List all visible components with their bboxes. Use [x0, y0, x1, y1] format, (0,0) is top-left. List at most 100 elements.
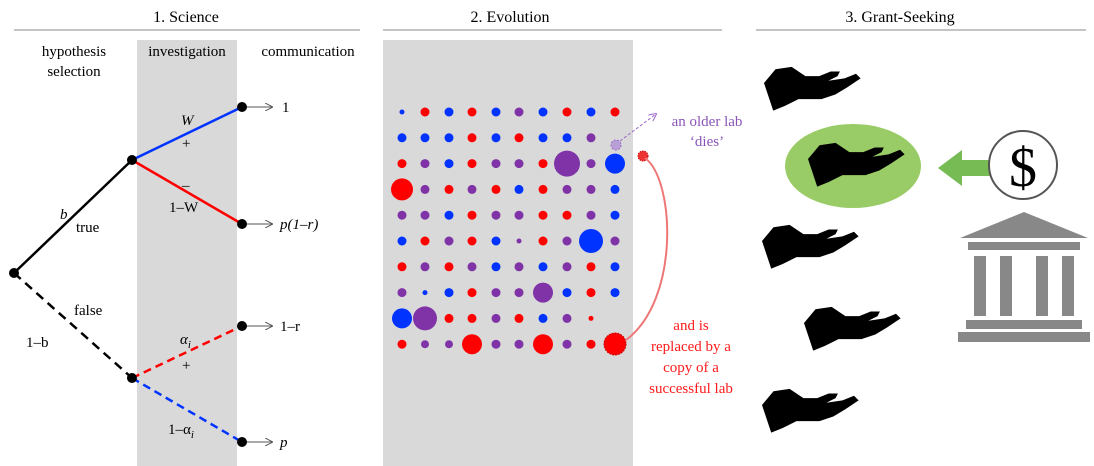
lab-dot	[491, 288, 501, 298]
lab-dot	[491, 107, 501, 117]
lab-dot	[397, 159, 407, 169]
lab-dot	[610, 262, 620, 272]
label-minus: –	[181, 178, 190, 194]
label-1-alpha: 1–αi	[168, 422, 194, 441]
lab-dot	[467, 288, 477, 298]
lab-dot	[562, 236, 572, 246]
true-node	[127, 155, 137, 165]
outcome-3: 1–r	[280, 319, 300, 335]
lab-dot	[516, 238, 522, 244]
lab-dot	[420, 133, 430, 143]
replaced-line3: copy of a	[663, 360, 719, 376]
hypothesis-label: hypothesis	[42, 44, 106, 60]
lab-dot	[538, 313, 548, 323]
lab-dot	[514, 210, 524, 220]
lab-dot	[397, 236, 407, 246]
lab-dot	[562, 107, 572, 117]
lab-dot	[397, 288, 407, 298]
outcome-4: p	[279, 435, 288, 451]
replace-arrow	[625, 157, 669, 341]
dies-label-line2: ‘dies’	[690, 134, 724, 150]
lab-dot	[397, 339, 407, 349]
lab-dot	[491, 236, 501, 246]
replaced-line2: replaced by a	[651, 339, 731, 355]
lab-dot	[420, 184, 430, 194]
lab-dot	[491, 339, 501, 349]
lab-dot	[444, 184, 454, 194]
applicant-hand-4	[804, 306, 901, 351]
lab-dot	[533, 334, 553, 355]
lab-dot	[586, 107, 596, 117]
label-true: true	[76, 220, 100, 236]
root-node	[9, 268, 19, 278]
dollar-coin	[988, 130, 1058, 200]
lab-dot	[420, 159, 430, 169]
lab-dot	[562, 288, 572, 298]
replaced-line1: and is	[673, 318, 709, 334]
lab-dot	[610, 210, 620, 220]
edge-true	[13, 159, 133, 274]
lab-dot	[392, 308, 412, 329]
lab-dot	[586, 262, 596, 272]
dies-arrow	[619, 114, 656, 142]
label-plus-bottom: +	[182, 358, 190, 374]
lab-dot	[420, 262, 430, 272]
lab-dot	[444, 236, 454, 246]
lab-dot	[514, 339, 524, 349]
lab-dot	[420, 236, 430, 246]
label-alpha: αi	[180, 332, 191, 351]
lab-dot	[538, 184, 548, 194]
leaf-node-4	[237, 437, 247, 447]
lab-dot	[467, 159, 477, 169]
lab-dot	[491, 184, 501, 194]
lab-dot	[399, 109, 405, 115]
lab-dot	[538, 107, 548, 117]
lab-dot	[444, 210, 454, 220]
lab-dot	[444, 107, 454, 117]
lab-dot	[538, 210, 548, 220]
lab-dot	[467, 262, 477, 272]
lab-dot	[444, 133, 454, 143]
lab-dot	[514, 184, 524, 194]
lab-dot	[420, 210, 430, 220]
lab-dot	[588, 315, 594, 321]
edge-W	[131, 105, 243, 162]
lab-dot	[444, 288, 454, 298]
lab-dot	[586, 288, 596, 298]
lab-dot	[538, 159, 548, 169]
lab-dot	[610, 184, 620, 194]
lab-dot	[533, 282, 553, 303]
lab-dot	[586, 339, 596, 349]
edge-1-W	[131, 158, 243, 226]
dies-label-line1: an older lab	[672, 114, 743, 130]
applicant-hand-1	[764, 66, 861, 111]
lab-dot	[491, 133, 501, 143]
lab-dot	[491, 210, 501, 220]
lab-dot	[397, 262, 407, 272]
lab-dot	[391, 178, 413, 201]
replaced-line4: successful lab	[649, 381, 733, 397]
label-W: W	[181, 113, 195, 129]
lab-dot	[562, 210, 572, 220]
lab-dot	[462, 334, 482, 355]
leaf-node-2	[237, 219, 247, 229]
lab-dot	[562, 313, 572, 323]
lab-dot	[514, 313, 524, 323]
funding-arrow	[938, 150, 990, 186]
investigation-label: investigation	[148, 44, 226, 60]
label-1-W: 1–W	[169, 200, 199, 216]
lab-dot	[397, 210, 407, 220]
lab-dot	[467, 184, 477, 194]
lab-dot	[421, 340, 429, 349]
lab-dot	[444, 159, 454, 169]
lab-dot	[610, 236, 620, 246]
successful-lab	[603, 332, 627, 356]
lab-dot	[562, 184, 572, 194]
lab-dot	[467, 107, 477, 117]
lab-dot	[538, 236, 548, 246]
dollar-sign: $	[1009, 137, 1037, 199]
lab-dot	[586, 184, 596, 194]
panel-title-science: 1. Science	[153, 9, 219, 26]
lab-dot	[491, 313, 501, 323]
lab-dot	[467, 236, 477, 246]
